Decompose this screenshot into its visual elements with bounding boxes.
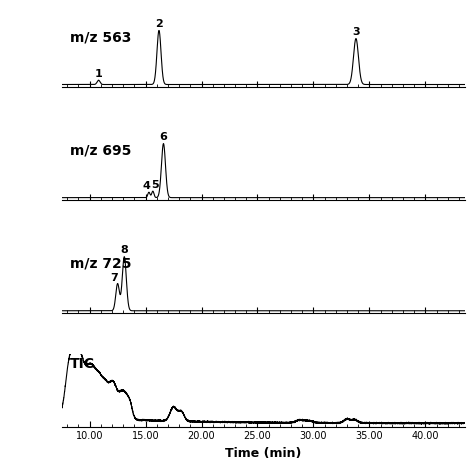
Text: m/z 563: m/z 563: [70, 30, 131, 44]
Text: 2: 2: [155, 19, 163, 29]
Text: 7: 7: [110, 273, 118, 283]
Text: 5: 5: [151, 180, 158, 190]
Text: TIC: TIC: [70, 357, 95, 371]
Text: 8: 8: [120, 245, 128, 255]
Text: m/z 725: m/z 725: [70, 256, 131, 271]
Text: 6: 6: [160, 132, 167, 142]
Text: 3: 3: [352, 27, 360, 37]
Text: m/z 695: m/z 695: [70, 144, 131, 157]
X-axis label: Time (min): Time (min): [225, 447, 301, 460]
Text: 1: 1: [95, 69, 102, 79]
Text: 4: 4: [142, 181, 150, 191]
